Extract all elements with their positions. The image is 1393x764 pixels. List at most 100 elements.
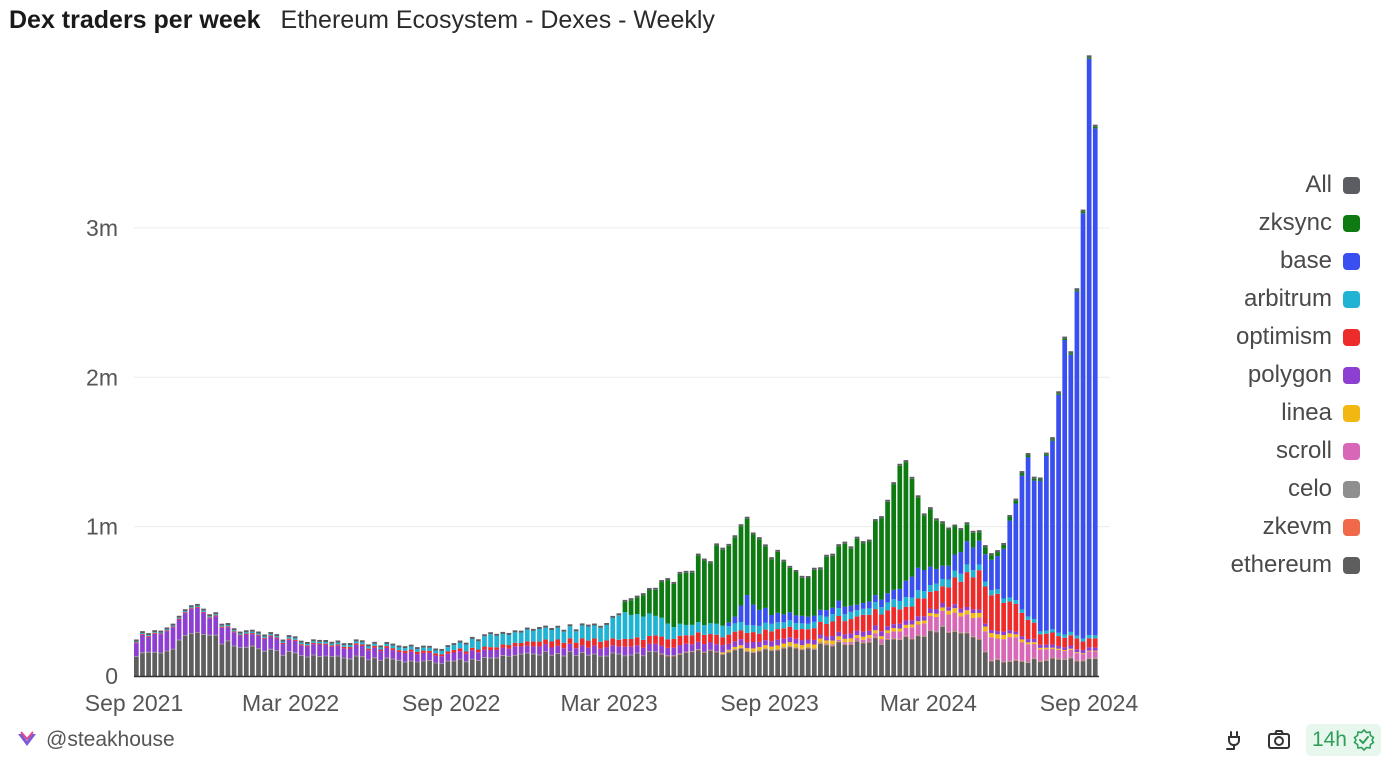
legend-item-zkevm[interactable]: zkevm xyxy=(1231,508,1360,546)
week-bar[interactable] xyxy=(763,544,768,676)
week-bar[interactable] xyxy=(164,627,170,676)
week-bar[interactable] xyxy=(201,608,206,676)
week-bar[interactable] xyxy=(225,623,231,676)
week-bar[interactable] xyxy=(818,567,823,676)
week-bar[interactable] xyxy=(592,623,597,676)
week-bar[interactable] xyxy=(585,624,591,676)
legend-item-base[interactable]: base xyxy=(1231,242,1360,280)
week-bar[interactable] xyxy=(390,643,396,676)
week-bar[interactable] xyxy=(726,543,732,676)
week-bar[interactable] xyxy=(683,570,689,676)
week-bar[interactable] xyxy=(744,516,750,676)
week-bar[interactable] xyxy=(982,545,988,676)
week-bar[interactable] xyxy=(970,530,976,676)
week-bar[interactable] xyxy=(750,532,756,676)
week-bar[interactable] xyxy=(952,524,958,676)
week-bar[interactable] xyxy=(482,634,487,676)
week-bar[interactable] xyxy=(653,587,658,676)
week-bar[interactable] xyxy=(286,635,292,676)
week-bar[interactable] xyxy=(879,516,884,676)
week-bar[interactable] xyxy=(677,571,683,676)
week-bar[interactable] xyxy=(598,625,603,676)
week-bar[interactable] xyxy=(787,565,793,676)
week-bar[interactable] xyxy=(396,645,402,676)
week-bar[interactable] xyxy=(280,639,286,676)
week-bar[interactable] xyxy=(1001,542,1006,676)
week-bar[interactable] xyxy=(476,639,481,676)
week-bar[interactable] xyxy=(292,636,298,676)
legend-item-celo[interactable]: celo xyxy=(1231,470,1360,508)
week-bar[interactable] xyxy=(421,645,426,676)
week-bar[interactable] xyxy=(836,544,842,676)
week-bar[interactable] xyxy=(738,524,744,676)
legend-item-optimism[interactable]: optimism xyxy=(1231,318,1360,356)
week-bar[interactable] xyxy=(940,521,945,676)
week-bar[interactable] xyxy=(1013,498,1019,676)
week-bar[interactable] xyxy=(433,648,438,676)
week-bar[interactable] xyxy=(903,460,909,676)
legend-item-arbitrum[interactable]: arbitrum xyxy=(1231,280,1360,318)
week-bar[interactable] xyxy=(384,641,390,676)
week-bar[interactable] xyxy=(237,631,243,676)
legend-item-polygon[interactable]: polygon xyxy=(1231,356,1360,394)
week-bar[interactable] xyxy=(457,640,463,676)
week-bar[interactable] xyxy=(262,634,267,677)
week-bar[interactable] xyxy=(860,541,866,676)
week-bar[interactable] xyxy=(604,622,609,676)
week-bar[interactable] xyxy=(402,646,408,676)
week-bar[interactable] xyxy=(500,631,506,676)
week-bar[interactable] xyxy=(915,495,921,676)
week-bar[interactable] xyxy=(140,631,145,676)
week-bar[interactable] xyxy=(995,550,1000,676)
week-bar[interactable] xyxy=(469,636,475,676)
week-bar[interactable] xyxy=(805,576,811,676)
week-bar[interactable] xyxy=(146,633,151,676)
week-bar[interactable] xyxy=(1056,391,1061,676)
week-bar[interactable] xyxy=(188,605,194,676)
week-bar[interactable] xyxy=(1062,336,1068,676)
week-bar[interactable] xyxy=(622,599,628,676)
week-bar[interactable] xyxy=(311,639,316,676)
week-bar[interactable] xyxy=(1068,351,1074,676)
week-bar[interactable] xyxy=(543,625,548,676)
week-bar[interactable] xyxy=(1037,477,1043,676)
week-bar[interactable] xyxy=(989,553,994,676)
week-bar[interactable] xyxy=(842,541,848,676)
week-bar[interactable] xyxy=(537,627,542,676)
legend-item-scroll[interactable]: scroll xyxy=(1231,432,1360,470)
week-bar[interactable] xyxy=(1007,514,1013,676)
week-bar[interactable] xyxy=(414,647,420,676)
week-bar[interactable] xyxy=(518,630,524,676)
week-bar[interactable] xyxy=(134,639,139,676)
legend-item-linea[interactable]: linea xyxy=(1231,394,1360,432)
week-bar[interactable] xyxy=(359,640,365,676)
week-bar[interactable] xyxy=(329,641,335,676)
week-bar[interactable] xyxy=(1074,288,1080,676)
week-bar[interactable] xyxy=(671,581,677,676)
week-bar[interactable] xyxy=(610,615,616,676)
week-bar[interactable] xyxy=(567,624,573,676)
week-bar[interactable] xyxy=(182,609,188,676)
screenshot-button[interactable] xyxy=(1264,725,1294,755)
week-bar[interactable] xyxy=(213,612,219,676)
week-bar[interactable] xyxy=(921,513,927,676)
week-bar[interactable] xyxy=(1086,55,1092,676)
week-bar[interactable] xyxy=(524,627,530,676)
week-bar[interactable] xyxy=(909,476,915,676)
week-bar[interactable] xyxy=(708,561,713,676)
week-bar[interactable] xyxy=(512,630,518,676)
week-bar[interactable] xyxy=(152,630,158,676)
week-bar[interactable] xyxy=(549,628,555,676)
legend-item-ethereum[interactable]: ethereum xyxy=(1231,546,1360,584)
week-bar[interactable] xyxy=(408,644,414,676)
week-bar[interactable] xyxy=(555,625,561,676)
week-bar[interactable] xyxy=(756,537,762,676)
week-bar[interactable] xyxy=(830,553,835,676)
week-bar[interactable] xyxy=(530,628,536,676)
week-bar[interactable] xyxy=(866,539,872,676)
week-bar[interactable] xyxy=(494,633,500,676)
week-bar[interactable] xyxy=(1092,124,1098,676)
week-bar[interactable] xyxy=(1050,437,1055,676)
week-bar[interactable] xyxy=(445,645,451,676)
week-bar[interactable] xyxy=(732,535,738,676)
